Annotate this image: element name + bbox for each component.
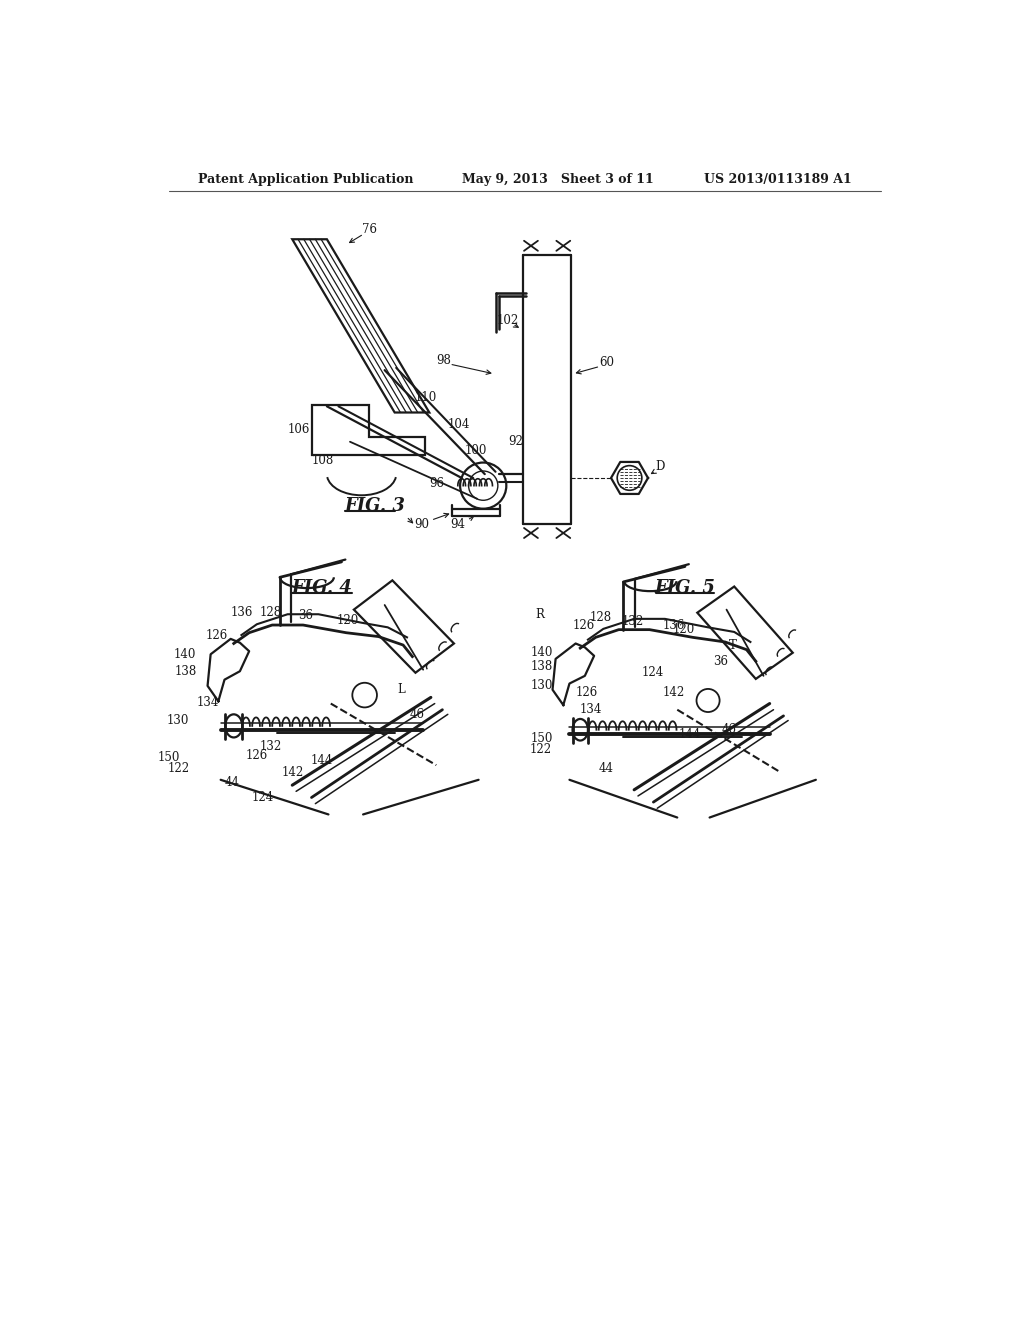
Text: 76: 76 — [361, 223, 377, 236]
Text: 90: 90 — [414, 517, 429, 531]
Text: 94: 94 — [451, 517, 465, 531]
Text: 144: 144 — [310, 754, 333, 767]
Text: 128: 128 — [589, 611, 611, 624]
Text: 96: 96 — [429, 477, 444, 490]
Text: 110: 110 — [415, 391, 437, 404]
Text: 44: 44 — [224, 776, 240, 788]
Text: 130: 130 — [530, 678, 553, 692]
Text: 60: 60 — [599, 356, 614, 370]
Text: 92: 92 — [508, 436, 523, 449]
Text: 142: 142 — [664, 686, 685, 700]
Text: 138: 138 — [530, 660, 553, 673]
Text: 136: 136 — [663, 619, 685, 631]
Text: 100: 100 — [464, 445, 486, 458]
Text: T: T — [729, 639, 736, 652]
Text: 124: 124 — [252, 791, 274, 804]
Text: 108: 108 — [312, 454, 334, 467]
Text: 142: 142 — [282, 767, 303, 779]
Text: 150: 150 — [530, 733, 553, 746]
Text: FIG. 3: FIG. 3 — [345, 498, 406, 515]
Text: 120: 120 — [673, 623, 694, 636]
Text: 44: 44 — [599, 762, 614, 775]
Text: 46: 46 — [410, 708, 425, 721]
Text: 126: 126 — [206, 630, 228, 643]
Text: 140: 140 — [173, 648, 196, 661]
Text: 128: 128 — [260, 606, 282, 619]
Text: 122: 122 — [529, 743, 551, 756]
Text: 106: 106 — [288, 422, 309, 436]
Text: 132: 132 — [622, 615, 644, 628]
Text: 124: 124 — [641, 667, 664, 680]
Text: 36: 36 — [299, 610, 313, 622]
Text: R: R — [536, 607, 545, 620]
Text: 126: 126 — [575, 686, 598, 700]
Text: 134: 134 — [197, 696, 219, 709]
Text: 104: 104 — [447, 417, 470, 430]
Text: D: D — [655, 459, 665, 473]
Text: 134: 134 — [580, 704, 602, 717]
Text: 46: 46 — [722, 723, 737, 737]
Text: 140: 140 — [530, 647, 553, 659]
Text: May 9, 2013   Sheet 3 of 11: May 9, 2013 Sheet 3 of 11 — [462, 173, 653, 186]
Text: 126: 126 — [246, 750, 268, 763]
Text: 144: 144 — [678, 727, 700, 741]
Text: 130: 130 — [167, 714, 189, 727]
Text: 122: 122 — [167, 762, 189, 775]
Text: Patent Application Publication: Patent Application Publication — [199, 173, 414, 186]
Text: 150: 150 — [158, 751, 180, 764]
Text: L: L — [397, 684, 406, 696]
Text: 136: 136 — [231, 606, 253, 619]
Text: 120: 120 — [337, 614, 358, 627]
Text: 138: 138 — [175, 665, 198, 677]
Text: 132: 132 — [259, 741, 282, 754]
Text: 98: 98 — [436, 354, 452, 367]
Text: 102: 102 — [497, 314, 519, 326]
Text: 36: 36 — [713, 656, 728, 668]
Text: FIG. 4: FIG. 4 — [291, 579, 352, 597]
Text: US 2013/0113189 A1: US 2013/0113189 A1 — [703, 173, 851, 186]
Text: FIG. 5: FIG. 5 — [654, 579, 716, 597]
Text: 126: 126 — [572, 619, 595, 631]
